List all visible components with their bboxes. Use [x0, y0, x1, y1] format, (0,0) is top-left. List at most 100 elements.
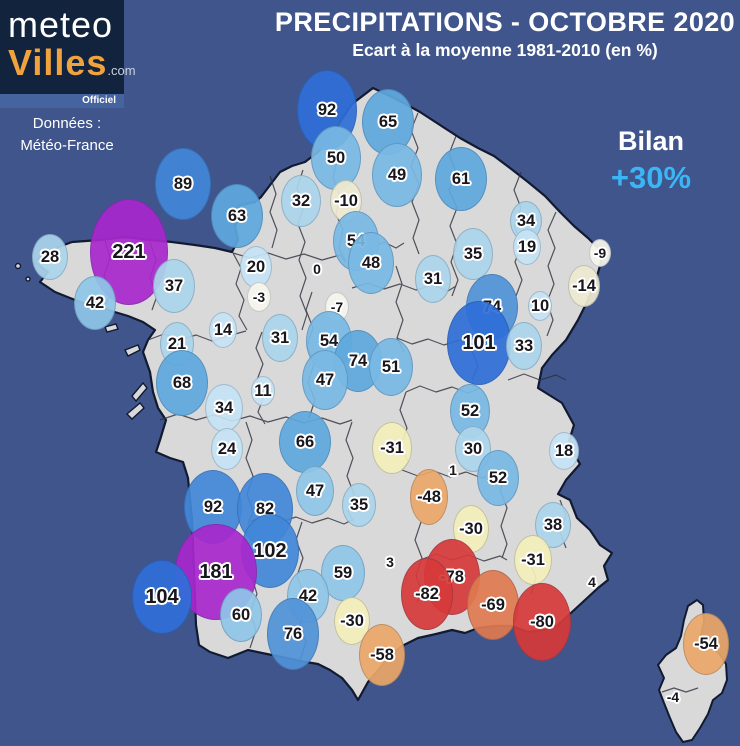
bubble-value: 92: [317, 100, 337, 119]
bubble-value: -9: [593, 245, 607, 261]
bubble-value: 49: [387, 165, 407, 184]
bubble-value: 181: [199, 561, 233, 583]
bubble-value: 65: [378, 112, 398, 131]
bubble-value: 101: [462, 332, 496, 354]
bubble-value: 47: [315, 370, 335, 389]
bubble-value: 1: [449, 462, 457, 478]
data-bubble: 0: [306, 256, 328, 282]
bubble-value: 60: [231, 605, 251, 624]
bubble-value: 31: [423, 269, 443, 288]
bubble-value: 0: [313, 261, 321, 277]
summary-label: Bilan: [617, 126, 684, 156]
data-source: Données : Météo-France: [0, 113, 134, 157]
data-bubble: 66: [279, 411, 331, 473]
bubble-value: -30: [459, 519, 483, 538]
bubble-value: 38: [543, 515, 563, 534]
data-bubble: -31: [514, 535, 552, 585]
meteovilles-logo: meteo Villes.com: [0, 0, 136, 94]
bubble-value: 37: [164, 276, 184, 295]
map-title: PRECIPITATIONS - OCTOBRE 2020: [274, 7, 736, 37]
bubble-value: -14: [572, 276, 596, 295]
data-bubble: -69: [467, 570, 519, 640]
data-bubble: 37: [153, 259, 195, 313]
bubble-value: 50: [326, 148, 346, 167]
data-bubble: 60: [220, 588, 262, 642]
bubble-value: 21: [167, 334, 187, 353]
data-bubble: 35: [453, 228, 493, 280]
data-bubble: 61: [435, 147, 487, 211]
bubble-value: 104: [145, 586, 179, 608]
bubble-value: 19: [517, 237, 537, 256]
data-bubble: 19: [513, 229, 541, 265]
bubble-value: 42: [298, 586, 318, 605]
bubble-value: 63: [227, 206, 247, 225]
bubble-value: 102: [253, 540, 287, 562]
bubble-value: 54: [319, 331, 339, 350]
bubble-value: 34: [516, 211, 536, 230]
data-bubble: 20: [240, 246, 272, 288]
bubble-value: 76: [283, 624, 303, 643]
data-bubble: 47: [302, 350, 348, 410]
data-bubble: 51: [369, 338, 413, 396]
bubble-value: 28: [40, 247, 60, 266]
bubble-value: -31: [521, 550, 545, 569]
data-bubble: -3: [247, 282, 271, 312]
data-bubble: 35: [342, 483, 376, 527]
data-bubble: 14: [209, 312, 237, 348]
bubble-value: 35: [349, 495, 369, 514]
bubble-value: 61: [451, 169, 471, 188]
bubble-value: 31: [270, 328, 290, 347]
bubble-value: 66: [295, 432, 315, 451]
data-bubble: 3: [381, 551, 399, 573]
bubble-value: 18: [554, 441, 574, 460]
data-bubble: 4: [584, 572, 600, 592]
data-bubble: -31: [372, 422, 412, 474]
small-islands: [14, 262, 148, 420]
bubble-value: 82: [255, 499, 275, 518]
bubble-value: -80: [530, 612, 554, 631]
data-bubble: 24: [211, 428, 243, 470]
data-bubble: 11: [251, 376, 275, 406]
data-bubble: 34: [205, 384, 243, 432]
bubble-value: 221: [112, 241, 146, 263]
bubble-value: 3: [386, 554, 394, 570]
bubble-value: 74: [348, 351, 368, 370]
bubble-value: 34: [214, 398, 234, 417]
summary-value: +30%: [610, 160, 692, 195]
data-bubble: 28: [32, 234, 68, 280]
summary-block: Bilan +30%: [596, 126, 706, 196]
data-bubble: 76: [267, 598, 319, 670]
data-bubble: 50: [311, 126, 361, 190]
map-subtitle: Ecart à la moyenne 1981-2010 (en %): [352, 40, 658, 60]
data-bubble: 18: [549, 432, 579, 470]
data-bubble: 48: [348, 232, 394, 294]
data-bubble: 32: [281, 175, 321, 227]
bubble-value: 92: [203, 497, 223, 516]
data-bubble: 10: [528, 291, 552, 321]
data-bubble: -14: [568, 265, 600, 307]
bubble-value: 89: [173, 174, 193, 193]
data-bubble: 31: [262, 314, 298, 362]
data-bubble: -54: [683, 613, 729, 675]
data-bubble: 33: [506, 322, 542, 370]
bubble-value: 52: [488, 468, 508, 487]
logo-brand-text: Villes: [8, 42, 108, 83]
bubble-value: -69: [481, 595, 505, 614]
bubble-value: 30: [463, 439, 483, 458]
bubble-value: 35: [463, 244, 483, 263]
bubble-value: 10: [530, 296, 550, 315]
bubble-value: 59: [333, 563, 353, 582]
data-bubble: -80: [513, 583, 571, 661]
bubble-value: 32: [291, 191, 311, 210]
data-bubble: 63: [211, 184, 263, 248]
bubble-value: -4: [666, 689, 680, 705]
data-bubble: -4: [665, 687, 681, 707]
data-bubble: 101: [447, 301, 511, 385]
bubble-value: -58: [370, 645, 394, 664]
bubble-value: 68: [172, 373, 192, 392]
logo-brand-top: meteo: [8, 4, 114, 45]
bubble-value: 14: [213, 320, 233, 339]
bubble-value: -7: [330, 299, 344, 315]
